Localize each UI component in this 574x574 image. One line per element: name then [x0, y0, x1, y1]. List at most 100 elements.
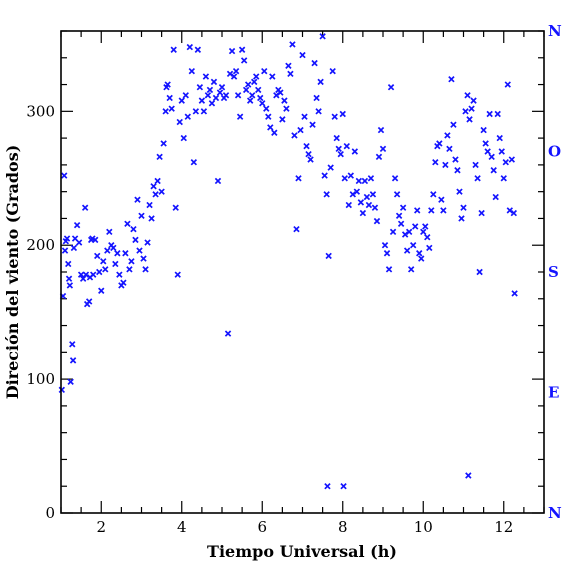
- data-point: [440, 207, 447, 214]
- data-point: [465, 472, 472, 479]
- data-point: [238, 46, 246, 53]
- data-point: [399, 204, 407, 211]
- data-point: [393, 191, 401, 198]
- data-point: [122, 250, 129, 257]
- data-point: [335, 145, 342, 153]
- data-point: [69, 341, 76, 348]
- data-point: [452, 156, 459, 163]
- data-point: [484, 148, 491, 155]
- data-point: [363, 193, 371, 201]
- data-point: [271, 129, 278, 136]
- data-point: [61, 172, 68, 179]
- data-point: [327, 164, 334, 171]
- data-point: [160, 140, 167, 147]
- data-point: [134, 196, 141, 203]
- data-point: [389, 228, 397, 236]
- data-point: [188, 67, 196, 75]
- data-point: [142, 266, 149, 273]
- data-point: [460, 204, 467, 211]
- data-point: [98, 287, 105, 294]
- x-axis-title: Tiempo Universal (h): [207, 542, 397, 561]
- data-point: [158, 188, 165, 195]
- data-point: [120, 279, 127, 286]
- data-point: [126, 266, 133, 273]
- data-point: [387, 84, 395, 91]
- x-tick-label: 6: [257, 518, 267, 536]
- data-point: [61, 247, 69, 254]
- data-point: [482, 140, 489, 147]
- data-point: [224, 330, 232, 337]
- data-point: [309, 121, 316, 128]
- data-point: [73, 221, 81, 229]
- data-point: [395, 212, 403, 219]
- data-point: [391, 175, 399, 182]
- data-point: [180, 134, 187, 142]
- data-point: [69, 357, 77, 364]
- data-point: [250, 78, 258, 86]
- data-point: [407, 266, 415, 273]
- data-point: [202, 73, 210, 80]
- data-point: [371, 204, 379, 211]
- data-point: [480, 126, 487, 134]
- data-point: [116, 271, 123, 278]
- data-point: [436, 140, 443, 147]
- data-point: [234, 92, 242, 99]
- data-point: [486, 110, 493, 118]
- data-point: [418, 255, 425, 262]
- compass-label: S: [548, 263, 559, 281]
- data-point: [430, 191, 437, 198]
- data-point: [359, 209, 367, 217]
- data-point: [186, 43, 194, 51]
- data-point: [287, 70, 294, 78]
- y-tick-labels: 0 100 200 300: [26, 102, 55, 522]
- data-point: [510, 209, 518, 217]
- data-point: [253, 73, 260, 80]
- data-point: [468, 105, 475, 112]
- data-point: [355, 177, 363, 185]
- data-point: [446, 145, 453, 153]
- data-point: [375, 153, 383, 161]
- data-point: [476, 268, 483, 276]
- data-point: [244, 81, 252, 88]
- data-point: [230, 73, 238, 80]
- data-point: [305, 150, 312, 158]
- data-point: [367, 175, 375, 182]
- data-point: [81, 204, 89, 211]
- data-point: [204, 92, 212, 99]
- data-point: [240, 57, 248, 64]
- axis-ticks: [60, 30, 545, 514]
- data-point: [291, 132, 298, 139]
- data-point: [490, 167, 497, 174]
- data-points: [58, 33, 518, 490]
- data-point: [420, 228, 427, 236]
- data-point: [138, 212, 145, 219]
- data-point: [317, 78, 324, 86]
- data-point: [369, 191, 377, 198]
- data-point: [273, 92, 280, 99]
- data-point: [397, 220, 405, 228]
- data-point: [130, 225, 137, 233]
- compass-label: E: [548, 384, 559, 402]
- data-point: [96, 268, 103, 276]
- data-point: [285, 62, 292, 70]
- plot-frame: [60, 30, 545, 514]
- data-point: [325, 252, 332, 260]
- data-point: [416, 250, 423, 257]
- data-point: [379, 145, 387, 153]
- data-point: [444, 132, 451, 139]
- data-point: [454, 167, 461, 174]
- data-point: [70, 244, 78, 252]
- data-point: [488, 153, 495, 161]
- data-point: [104, 247, 111, 254]
- data-point: [383, 250, 391, 257]
- data-point: [140, 255, 147, 262]
- data-point: [277, 89, 284, 96]
- data-point: [403, 247, 411, 254]
- data-point: [339, 110, 346, 118]
- data-point: [462, 108, 469, 115]
- data-point: [67, 378, 74, 385]
- data-point: [196, 84, 204, 91]
- data-point: [508, 156, 516, 163]
- data-point: [182, 92, 189, 99]
